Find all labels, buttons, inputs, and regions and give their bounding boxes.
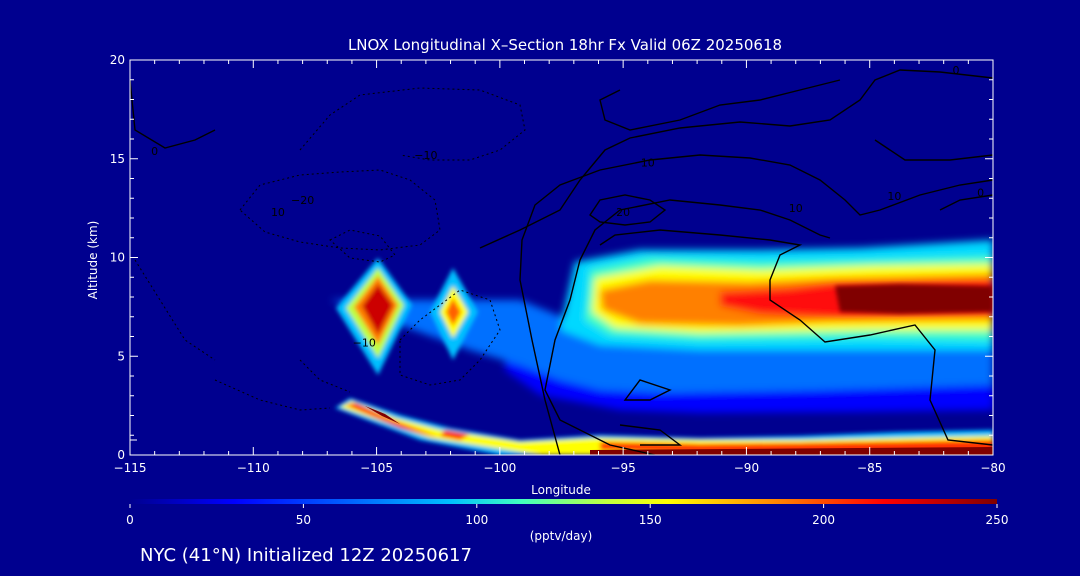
x-axis: −115 −110 −105 −100 −95 −90 −85 −80 xyxy=(114,60,1006,475)
colorbar xyxy=(130,499,997,504)
y-tick-label: 10 xyxy=(110,251,125,265)
contour-label: −10 xyxy=(353,336,376,349)
colorbar-tick-label: 250 xyxy=(986,513,1009,527)
contour-label: 0 xyxy=(151,145,158,158)
x-tick-label: −80 xyxy=(980,461,1005,475)
colorbar-tick-label: 0 xyxy=(126,513,134,527)
contour-label: 10 xyxy=(887,190,901,203)
colorbar-ticks: 0 50 100 150 200 250 xyxy=(126,504,1008,527)
chart-title: LNOX Longitudinal X–Section 18hr Fx Vali… xyxy=(348,36,782,54)
x-tick-label: −100 xyxy=(483,461,516,475)
contour-label: 20 xyxy=(616,206,630,219)
y-tick-label: 0 xyxy=(117,448,125,462)
x-tick-label: −85 xyxy=(857,461,882,475)
x-tick-label: −90 xyxy=(734,461,759,475)
contour-label: −10 xyxy=(414,149,437,162)
contour-label: 10 xyxy=(271,206,285,219)
contour-label: 0 xyxy=(977,186,984,199)
contour-label: 0 xyxy=(953,64,960,77)
colorbar-tick-label: 50 xyxy=(296,513,311,527)
colorbar-tick-label: 150 xyxy=(639,513,662,527)
x-tick-label: −95 xyxy=(610,461,635,475)
contour-labels: 10 20 10 10 10 −10 −20 −10 0 0 0 xyxy=(151,64,984,350)
y-tick-label: 15 xyxy=(110,152,125,166)
y-tick-label: 20 xyxy=(110,53,125,67)
filled-field: 10 20 10 10 10 −10 −20 −10 0 0 0 xyxy=(130,64,993,455)
contour-label: 10 xyxy=(641,157,655,170)
contour-label: 10 xyxy=(789,202,803,215)
contour-label: −20 xyxy=(291,194,314,207)
footer-caption: NYC (41°N) Initialized 12Z 20250617 xyxy=(140,545,472,566)
colorbar-tick-label: 200 xyxy=(812,513,835,527)
x-tick-label: −115 xyxy=(114,461,147,475)
y-tick-label: 5 xyxy=(117,349,125,363)
x-axis-label: Longitude xyxy=(531,483,591,497)
colorbar-tick-label: 100 xyxy=(465,513,488,527)
y-axis-label: Altitude (km) xyxy=(86,221,100,300)
positive-contours xyxy=(130,69,993,455)
y-axis: 0 5 10 15 20 xyxy=(110,53,993,462)
colorbar-units: (pptv/day) xyxy=(530,529,593,543)
negative-contours xyxy=(134,87,526,411)
x-tick-label: −105 xyxy=(360,461,393,475)
x-tick-label: −110 xyxy=(237,461,270,475)
